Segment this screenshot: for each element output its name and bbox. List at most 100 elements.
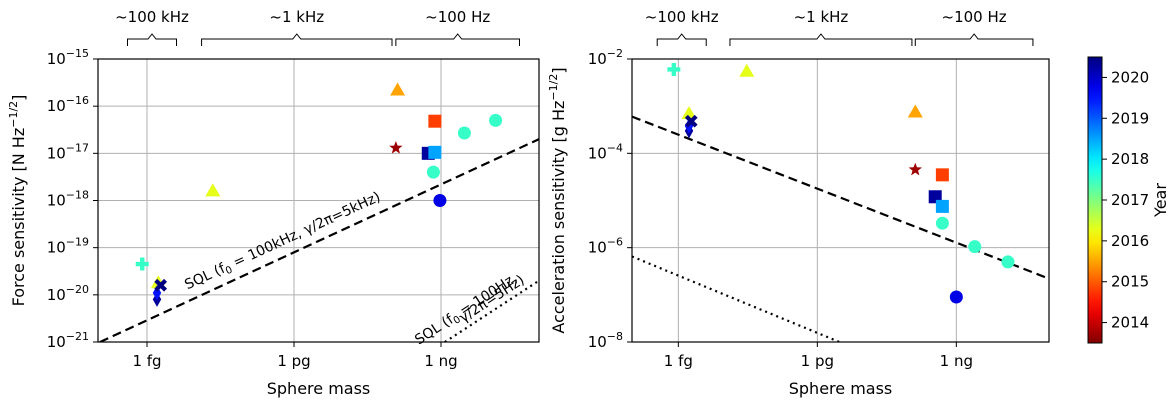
x-tick-label: 1 pg [801, 352, 834, 370]
y-tick-base: 10 [588, 144, 607, 162]
y-tick-exponent: −6 [607, 236, 623, 249]
data-point-triangle [907, 104, 923, 118]
frequency-band-bracket [395, 33, 521, 46]
data-point-circle [433, 194, 447, 207]
frequency-band-bracket [127, 33, 178, 46]
y-label-exponent: −1/2 [7, 101, 20, 128]
sql-100hz-line [444, 279, 539, 342]
colorbar-tick-label: 2015 [1111, 273, 1149, 291]
sql-100khz-line [99, 138, 539, 342]
data-point-triangle [390, 82, 406, 96]
data-point-circle [457, 126, 471, 140]
x-tick-label: 1 ng [424, 352, 457, 370]
y-tick-base: 10 [47, 50, 66, 68]
y-tick-base: 10 [588, 50, 607, 68]
y-tick-exponent: −20 [66, 283, 89, 296]
data-point-circle [968, 240, 982, 254]
data-point-square [935, 199, 949, 213]
y-tick-label: 10−17 [47, 141, 89, 162]
y-label-main: Acceleration sensitivity [g Hz [549, 101, 568, 334]
data-point-circle [949, 290, 963, 304]
y-tick-label: 10−2 [588, 47, 623, 68]
data-point-triangle [681, 105, 697, 119]
y-tick-base: 10 [588, 239, 607, 257]
y-tick-label: 10−20 [47, 283, 89, 304]
y-tick-label: 10−16 [47, 94, 89, 115]
reference-lines [99, 138, 539, 342]
frequency-band-label: ~100 Hz [425, 8, 490, 26]
data-point-square [428, 145, 442, 159]
sql-label-sub: 0 [452, 314, 463, 327]
frequency-band-label: ~1 kHz [269, 8, 324, 26]
data-point-circle [1001, 255, 1015, 269]
frequency-band-bracket [729, 33, 913, 46]
y-tick-exponent: −21 [66, 330, 89, 343]
x-tick-label: 1 ng [940, 352, 973, 370]
y-tick-base: 10 [588, 333, 607, 351]
frequency-band-label: ~100 kHz [645, 8, 719, 26]
y-label-exponent: −1/2 [547, 74, 560, 101]
frequency-band-label: ~100 kHz [115, 8, 189, 26]
data-point-plus [135, 257, 149, 271]
y-axis-label: Force sensitivity [N Hz−1/2] [7, 95, 28, 307]
data-point-square [935, 168, 949, 182]
colorbar-tick-label: 2020 [1111, 68, 1149, 86]
y-tick-label: 10−15 [47, 47, 89, 68]
data-point-triangle [205, 183, 221, 197]
colorbar-tick-label: 2014 [1111, 314, 1149, 332]
sql-100hz-line [632, 255, 840, 342]
sql-label-sub: 0 [224, 265, 234, 278]
data-point-triangle [739, 63, 755, 77]
frequency-band-bracket [914, 33, 1034, 46]
data-point-circle [935, 216, 949, 230]
x-axis-label: Sphere mass [789, 379, 893, 398]
frequency-band-label: ~1 kHz [794, 8, 849, 26]
y-tick-label: 10−21 [47, 330, 89, 351]
colorbar-tick-label: 2019 [1111, 109, 1149, 127]
data-point-star [389, 140, 403, 154]
y-tick-base: 10 [47, 286, 66, 304]
y-tick-base: 10 [47, 192, 66, 210]
y-tick-label: 10−4 [588, 141, 623, 162]
axes-frame [631, 58, 1050, 343]
y-tick-exponent: −2 [607, 47, 623, 60]
y-tick-base: 10 [47, 97, 66, 115]
colorbar-label: Year [1151, 183, 1170, 218]
y-tick-exponent: −4 [607, 141, 623, 154]
sql-line-label: SQL (f0 = 100kHz, γ/2π=5kHz) [182, 189, 383, 295]
y-tick-base: 10 [47, 144, 66, 162]
y-tick-exponent: −15 [66, 47, 89, 60]
y-tick-label: 10−6 [588, 236, 623, 257]
y-label-end: ] [9, 95, 28, 101]
y-tick-label: 10−18 [47, 189, 89, 210]
sql-100khz-line [632, 115, 1049, 280]
y-tick-exponent: −18 [66, 189, 89, 202]
sql-label-rest: = 100kHz, γ/2π=5kHz) [227, 189, 383, 273]
colorbar-bar [1087, 56, 1103, 344]
data-points [667, 62, 1015, 304]
data-point-x [684, 114, 698, 128]
x-tick-label: 1 fg [664, 352, 693, 370]
frequency-band-bracket [656, 33, 707, 46]
frequency-band-bracket [201, 33, 393, 46]
data-point-star [908, 162, 922, 176]
y-tick-exponent: −16 [66, 94, 89, 107]
reference-lines [632, 115, 1049, 342]
y-tick-exponent: −19 [66, 236, 89, 249]
force-sensitivity-panel: SQL (f0 = 100kHz, γ/2π=5kHz)SQL (f0 = 10… [7, 8, 540, 398]
frequency-band-label: ~100 Hz [942, 8, 1007, 26]
data-points [135, 82, 503, 307]
data-point-plus [667, 62, 681, 76]
sql-label-main: SQL (f [412, 311, 457, 348]
x-tick-label: 1 fg [132, 352, 161, 370]
y-tick-base: 10 [47, 333, 66, 351]
x-tick-label: 1 pg [277, 352, 310, 370]
sql-label-main: SQL (f [182, 260, 228, 293]
y-tick-label: 10−8 [588, 330, 623, 351]
year-colorbar: 2014 2015 2016 2017 2018 2019 2020 Year [1087, 56, 1170, 344]
data-point-x [154, 278, 168, 292]
y-tick-exponent: −8 [607, 330, 623, 343]
y-label-main: Force sensitivity [N Hz [9, 128, 28, 307]
x-axis-label: Sphere mass [267, 379, 371, 398]
